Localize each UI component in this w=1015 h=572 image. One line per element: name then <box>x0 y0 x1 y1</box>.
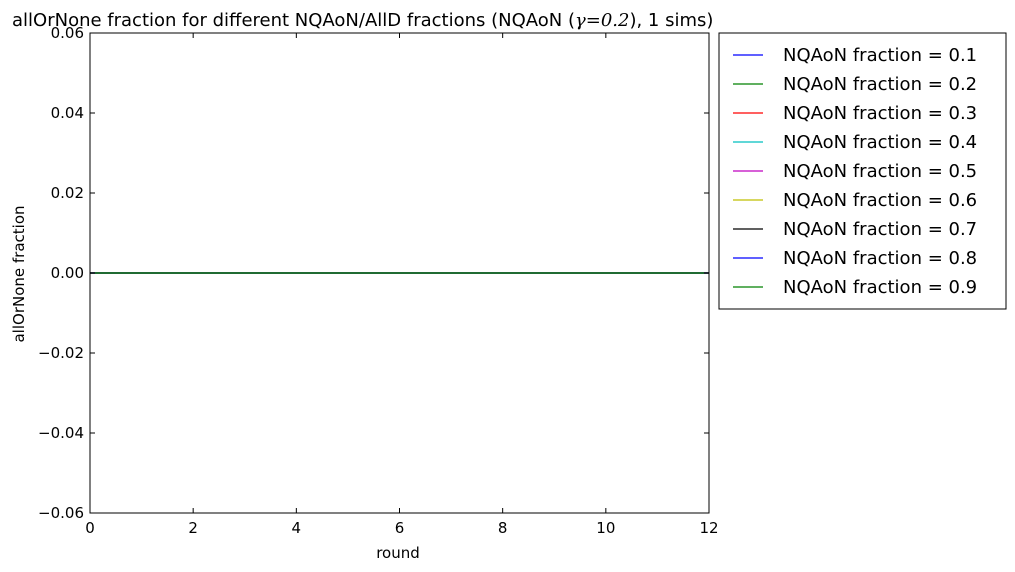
y-tick-label: 0.00 <box>51 264 84 282</box>
x-tick-label: 8 <box>498 519 508 537</box>
x-tick-label: 10 <box>596 519 615 537</box>
x-tick-label: 6 <box>395 519 405 537</box>
legend-label-2: NQAoN fraction = 0.2 <box>783 74 977 95</box>
legend-box <box>718 32 1007 310</box>
axes-layer: 0 2 4 6 8 10 12 −0.06 −0.04 −0.02 0.00 0.02 0.04 0.06 <box>38 24 719 537</box>
legend-label-5: NQAoN fraction = 0.5 <box>783 161 977 182</box>
chart-title-math: γ=0.2 <box>575 10 629 31</box>
y-tick-label: 0.04 <box>51 104 84 122</box>
x-tick-label: 12 <box>699 519 718 537</box>
x-tick-label: 2 <box>188 519 198 537</box>
x-tick-label: 0 <box>85 519 95 537</box>
legend-label-9: NQAoN fraction = 0.9 <box>783 277 977 298</box>
y-tick-label: −0.04 <box>38 424 84 442</box>
y-tick-label: −0.02 <box>38 344 84 362</box>
y-tick-label: 0.02 <box>51 184 84 202</box>
y-tick-label: 0.06 <box>51 24 84 42</box>
y-axis-label: allOrNone fraction <box>10 205 28 342</box>
x-tick-label: 4 <box>292 519 302 537</box>
legend-label-6: NQAoN fraction = 0.6 <box>783 190 977 211</box>
legend-label-7: NQAoN fraction = 0.7 <box>783 219 977 240</box>
chart-title: allOrNone fraction for different NQAoN/A… <box>12 10 713 31</box>
x-axis-label: round <box>376 544 420 562</box>
chart-title-suffix: ), 1 sims) <box>629 10 713 31</box>
legend-label-1: NQAoN fraction = 0.1 <box>783 45 977 66</box>
legend-label-4: NQAoN fraction = 0.4 <box>783 132 977 153</box>
legend-label-8: NQAoN fraction = 0.8 <box>783 248 977 269</box>
legend: NQAoN fraction = 0.1 NQAoN fraction = 0.2… <box>718 32 1007 310</box>
chart-title-prefix: allOrNone fraction for different NQAoN/A… <box>12 10 575 31</box>
y-tick-label: −0.06 <box>38 504 84 522</box>
legend-label-3: NQAoN fraction = 0.3 <box>783 103 977 124</box>
